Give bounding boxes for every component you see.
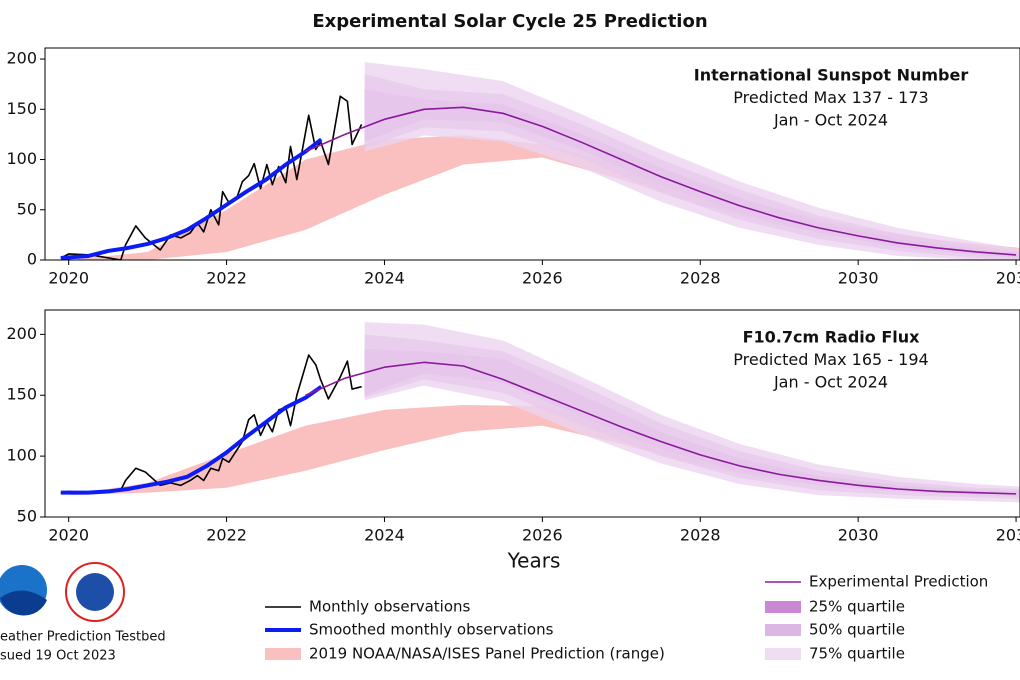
annotation: Jan - Oct 2024 [773,373,888,392]
x-tick-label: 2022 [206,269,247,288]
legend-swatch [765,624,801,636]
plot-frame [44,47,1020,261]
x-tick-label: 2022 [206,526,247,545]
y-tick-label: 50 [17,199,37,218]
footer-text: sued 19 Oct 2023 [0,649,116,664]
x-tick-label: 2028 [680,269,721,288]
legend-label: Smoothed monthly observations [309,621,554,639]
x-tick-label: 2030 [838,526,879,545]
legend-label: Experimental Prediction [809,573,988,591]
x-tick-label: 2028 [680,526,721,545]
x-tick-label: 2024 [364,269,405,288]
legend-label: 50% quartile [809,621,905,639]
y-tick-label: 200 [6,324,37,343]
annotation: Predicted Max 165 - 194 [733,350,928,369]
footer-text: eather Prediction Testbed [0,630,166,645]
x-tick-label: 2020 [48,269,89,288]
data-line [305,106,1017,256]
x-axis-label: Years [507,549,561,573]
annotation: International Sunspot Number [694,66,969,85]
data-line [60,354,362,494]
data-line [305,361,1017,495]
x-tick-label: 2032 [996,269,1020,288]
x-tick-label: 2026 [522,269,563,288]
y-tick-label: 150 [6,385,37,404]
legend-label: 2019 NOAA/NASA/ISES Panel Prediction (ra… [309,645,665,663]
y-tick-label: 100 [6,149,37,168]
range-band [364,62,1020,260]
x-tick-label: 2024 [364,526,405,545]
y-tick-label: 200 [6,49,37,68]
y-tick-label: 150 [6,99,37,118]
legend-label: 75% quartile [809,645,905,663]
y-tick-label: 50 [17,507,37,526]
legend-label: 25% quartile [809,598,905,616]
legend-swatch [765,648,801,660]
legend-label: Monthly observations [309,598,471,616]
noaa-logo-wave [0,590,47,616]
y-tick-label: 0 [27,250,37,269]
x-tick-label: 2020 [48,526,89,545]
plot-area [60,322,1020,503]
data-line [60,95,363,260]
chart-title: Experimental Solar Cycle 25 Prediction [312,11,707,32]
range-band [364,322,1020,503]
x-tick-label: 2030 [838,269,879,288]
y-tick-label: 100 [6,446,37,465]
legend-swatch [765,601,801,613]
range-band [68,135,1020,260]
nws-logo-inner [76,573,114,611]
x-tick-label: 2032 [996,526,1020,545]
annotation: Jan - Oct 2024 [773,111,888,130]
annotation: Predicted Max 137 - 173 [733,88,928,107]
data-line [60,385,323,495]
plot-area [60,62,1020,260]
plot-frame [44,309,1020,518]
logos [0,562,125,622]
annotation: F10.7cm Radio Flux [743,328,921,347]
legend-swatch [265,648,301,660]
x-tick-label: 2026 [522,526,563,545]
data-line [60,137,323,260]
